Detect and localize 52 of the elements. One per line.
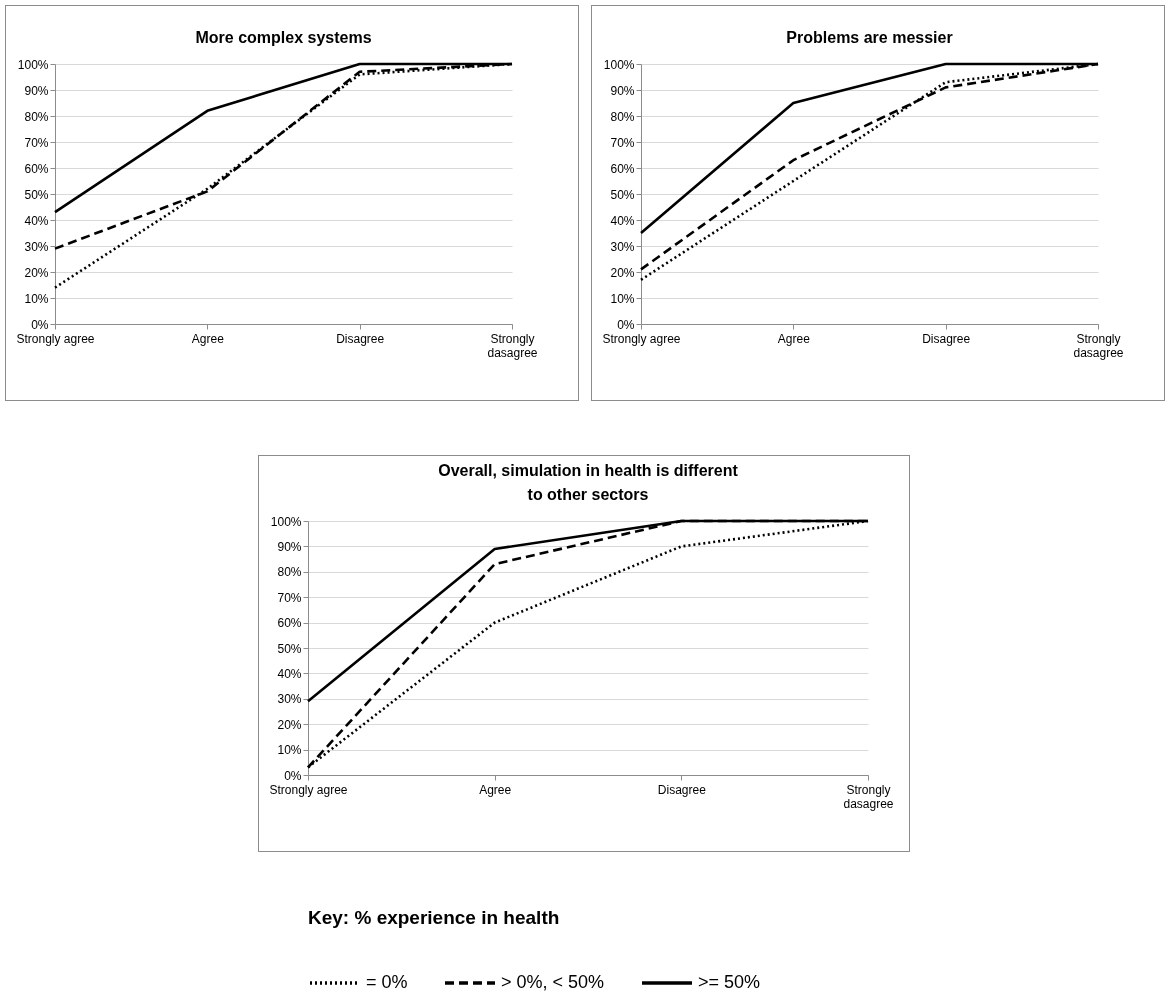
y-tick-label: 20% [24,265,49,280]
y-tick-label: 90% [24,83,49,98]
y-tick-label: 20% [277,717,302,732]
y-tick-label: 90% [277,539,302,554]
x-tick-label: Strongly agree [269,782,348,797]
chart-title: More complex systems [195,29,372,46]
x-tick-label: Agree [191,331,225,346]
y-tick-label: 100% [270,514,302,529]
y-tick-label: 10% [610,291,635,306]
chart-title: Overall, simulation in health is different to other sectors [438,462,739,503]
y-tick-label: 30% [24,239,49,254]
y-tick-label: 60% [24,161,49,176]
y-tick-label: 0% [284,768,302,783]
y-tick-label: 90% [610,83,635,98]
y-tick-label: 0% [31,317,49,332]
y-tick-label: 50% [277,641,302,656]
x-tick-label: Disagree [336,331,385,346]
x-tick-label: Agree [479,782,512,797]
x-tick-label: Strongly dasagree [843,782,894,811]
y-tick-label: 40% [24,213,49,228]
y-tick-label: 30% [277,692,302,707]
x-tick-label: Strongly agree [602,331,681,346]
legend-label: = 0% [366,972,408,992]
y-tick-label: 80% [610,109,635,124]
y-tick-label: 50% [610,187,635,202]
y-tick-label: 70% [610,135,635,150]
y-tick-label: 40% [277,666,302,681]
x-tick-label: Disagree [657,782,707,797]
y-tick-label: 10% [24,291,49,306]
y-tick-label: 60% [277,616,302,631]
legend-label: > 0%, < 50% [501,972,605,992]
y-tick-label: 40% [610,213,635,228]
legend-title: Key: % experience in health [308,907,560,928]
y-tick-label: 70% [277,590,302,605]
y-tick-label: 80% [24,109,49,124]
x-tick-label: Strongly dasagree [1073,331,1124,360]
y-tick-label: 80% [277,565,302,580]
legend-label: >= 50% [698,972,761,992]
y-tick-label: 10% [277,743,302,758]
y-tick-label: 50% [24,187,49,202]
y-tick-label: 60% [610,161,635,176]
y-tick-label: 100% [603,57,635,72]
y-tick-label: 30% [610,239,635,254]
y-tick-label: 0% [617,317,635,332]
x-tick-label: Strongly dasagree [487,331,538,360]
y-tick-label: 100% [17,57,49,72]
chart-title: Problems are messier [786,29,953,46]
x-tick-label: Disagree [922,331,971,346]
y-tick-label: 70% [24,135,49,150]
x-tick-label: Agree [777,331,811,346]
x-tick-label: Strongly agree [16,331,95,346]
y-tick-label: 20% [610,265,635,280]
